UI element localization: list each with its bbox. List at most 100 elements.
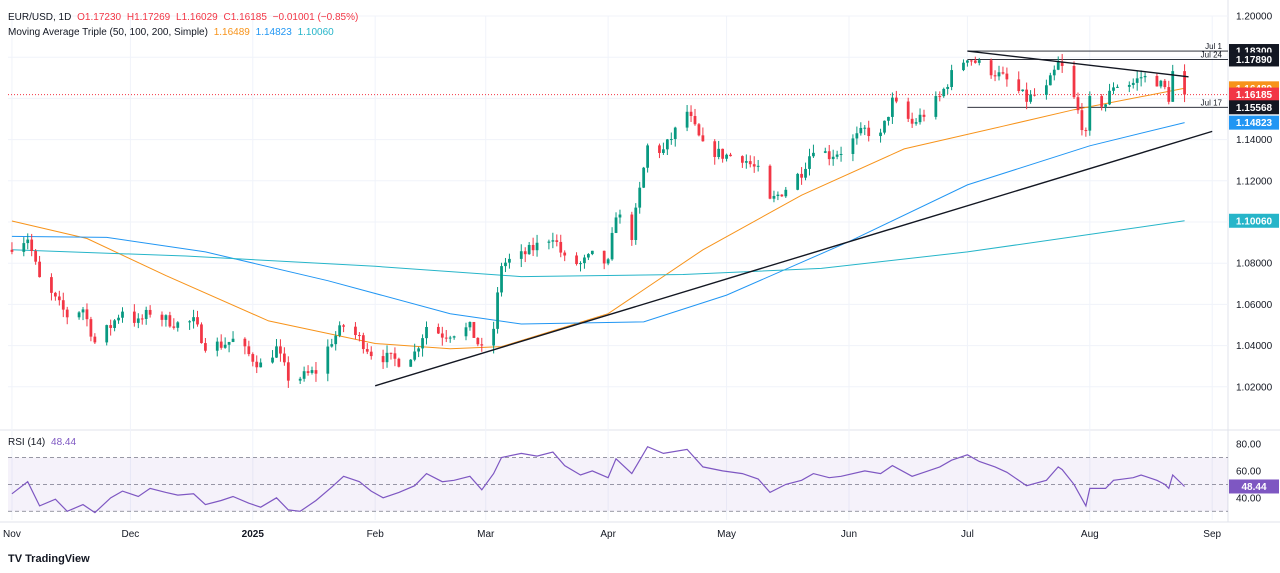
candle-body	[500, 266, 503, 293]
candle-body	[413, 351, 417, 360]
candle-body	[1084, 130, 1088, 132]
price-tag-bg	[1229, 115, 1279, 130]
candle-body	[109, 325, 113, 328]
candle-body	[602, 250, 606, 264]
candle-body	[1080, 110, 1084, 131]
candle-body	[859, 127, 863, 134]
candle-body	[247, 346, 251, 355]
candle-body	[144, 309, 148, 319]
candle-body	[1167, 87, 1171, 102]
rsi-tick-label: 60.00	[1236, 466, 1261, 477]
candle-body	[77, 312, 81, 318]
candle-body	[697, 124, 701, 136]
ma-line-50	[11, 87, 1185, 350]
candle-body	[962, 62, 965, 71]
time-tick-label: Apr	[600, 529, 616, 540]
candle-body	[883, 120, 886, 133]
candle-body	[630, 214, 634, 240]
time-tick-label: Dec	[121, 529, 139, 540]
candle-body	[271, 357, 274, 363]
rsi-tick-label: 80.00	[1236, 440, 1261, 451]
level-labels: Jul 1 1.18300 Jul 24 1.17890 Jul 17 1.15568	[1201, 42, 1279, 115]
candle-body	[973, 60, 977, 63]
candle-body	[1088, 96, 1092, 131]
rsi-tick-label: 40.00	[1236, 493, 1261, 504]
candle-body	[1029, 94, 1032, 102]
candle-body	[22, 243, 26, 252]
symbol-label[interactable]: EUR/USD, 1D	[8, 12, 72, 23]
candle-body	[1048, 75, 1052, 86]
candle-body	[934, 96, 938, 117]
tradingview-logo-text: TradingView	[25, 553, 90, 565]
candle-body	[665, 139, 669, 150]
candle-body	[1155, 75, 1159, 87]
rsi-tag-bg	[1229, 479, 1279, 494]
candle-body	[409, 359, 413, 367]
candle-body	[997, 72, 1001, 77]
rsi-pane	[8, 457, 1228, 512]
candle-body	[1060, 62, 1064, 66]
candle-body	[113, 320, 116, 328]
candle-body	[729, 154, 732, 157]
low-value: L1.16029	[176, 12, 218, 23]
price-tick-label: 1.06000	[1236, 300, 1273, 311]
price-axis[interactable]: 1.200001.180001.160001.140001.120001.100…	[1236, 12, 1273, 394]
tradingview-logo[interactable]: TV TradingView	[8, 553, 90, 565]
ma100-value: 1.14823	[255, 27, 292, 38]
candle-body	[1159, 80, 1163, 87]
price-tick-label: 1.08000	[1236, 259, 1273, 270]
price-tag-bg	[1229, 87, 1279, 102]
ohlc-legend: EUR/USD, 1D O1.17230 H1.17269 L1.16029 C…	[8, 12, 361, 23]
candle-body	[369, 351, 373, 357]
candle-body	[1072, 65, 1076, 98]
candle-body	[575, 255, 578, 265]
horizontal-levels	[8, 50, 1228, 108]
candle-body	[1183, 71, 1186, 95]
candle-body	[551, 240, 555, 242]
candle-body	[748, 161, 752, 165]
change-value: −0.01001 (−0.85%)	[272, 12, 359, 23]
price-tick-label: 1.20000	[1236, 12, 1273, 23]
candle-body	[215, 341, 219, 351]
rsi-axis[interactable]: 80.00 60.00 40.00	[1236, 440, 1261, 505]
candle-body	[1033, 94, 1036, 96]
candle-body	[508, 258, 511, 263]
candle-body	[1021, 89, 1025, 92]
trendlines	[374, 50, 1213, 387]
candle-body	[1143, 75, 1147, 78]
rsi-legend: RSI (14) 48.44	[8, 437, 79, 448]
candle-body	[559, 241, 563, 253]
candle-body	[800, 173, 803, 178]
high-value: H1.17269	[126, 12, 171, 23]
candle-body	[693, 116, 697, 125]
candle-body	[701, 135, 705, 142]
candle-body	[839, 153, 843, 155]
candle-body	[642, 167, 646, 188]
candle-body	[26, 239, 30, 244]
candle-body	[326, 346, 330, 374]
close-value: C1.16185	[223, 12, 267, 23]
candle-body	[610, 232, 614, 260]
candle-body	[587, 254, 590, 258]
price-tick-label: 1.02000	[1236, 382, 1273, 393]
time-axis[interactable]: Nov Dec 2025 Feb Mar Apr May Jun Jul Aug Sep	[3, 529, 1221, 540]
candle-body	[196, 317, 199, 325]
candle-body	[275, 346, 278, 358]
trendline	[374, 130, 1213, 387]
candle-body	[531, 244, 535, 251]
candle-body	[1052, 69, 1056, 76]
time-tick-label: 2025	[242, 529, 265, 540]
candle-body	[725, 154, 728, 159]
candle-body	[504, 262, 507, 267]
candle-body	[863, 127, 867, 129]
candle-body	[452, 336, 456, 338]
candle-body	[476, 337, 480, 345]
level-name: Jul 17	[1201, 98, 1223, 107]
candle-body	[65, 309, 69, 318]
candle-body	[772, 196, 776, 199]
candle-body	[219, 341, 223, 348]
ma-indicator-label[interactable]: Moving Average Triple (50, 100, 200, Sim…	[8, 27, 208, 38]
rsi-indicator-label[interactable]: RSI (14)	[8, 437, 46, 448]
candle-body	[1025, 89, 1029, 102]
